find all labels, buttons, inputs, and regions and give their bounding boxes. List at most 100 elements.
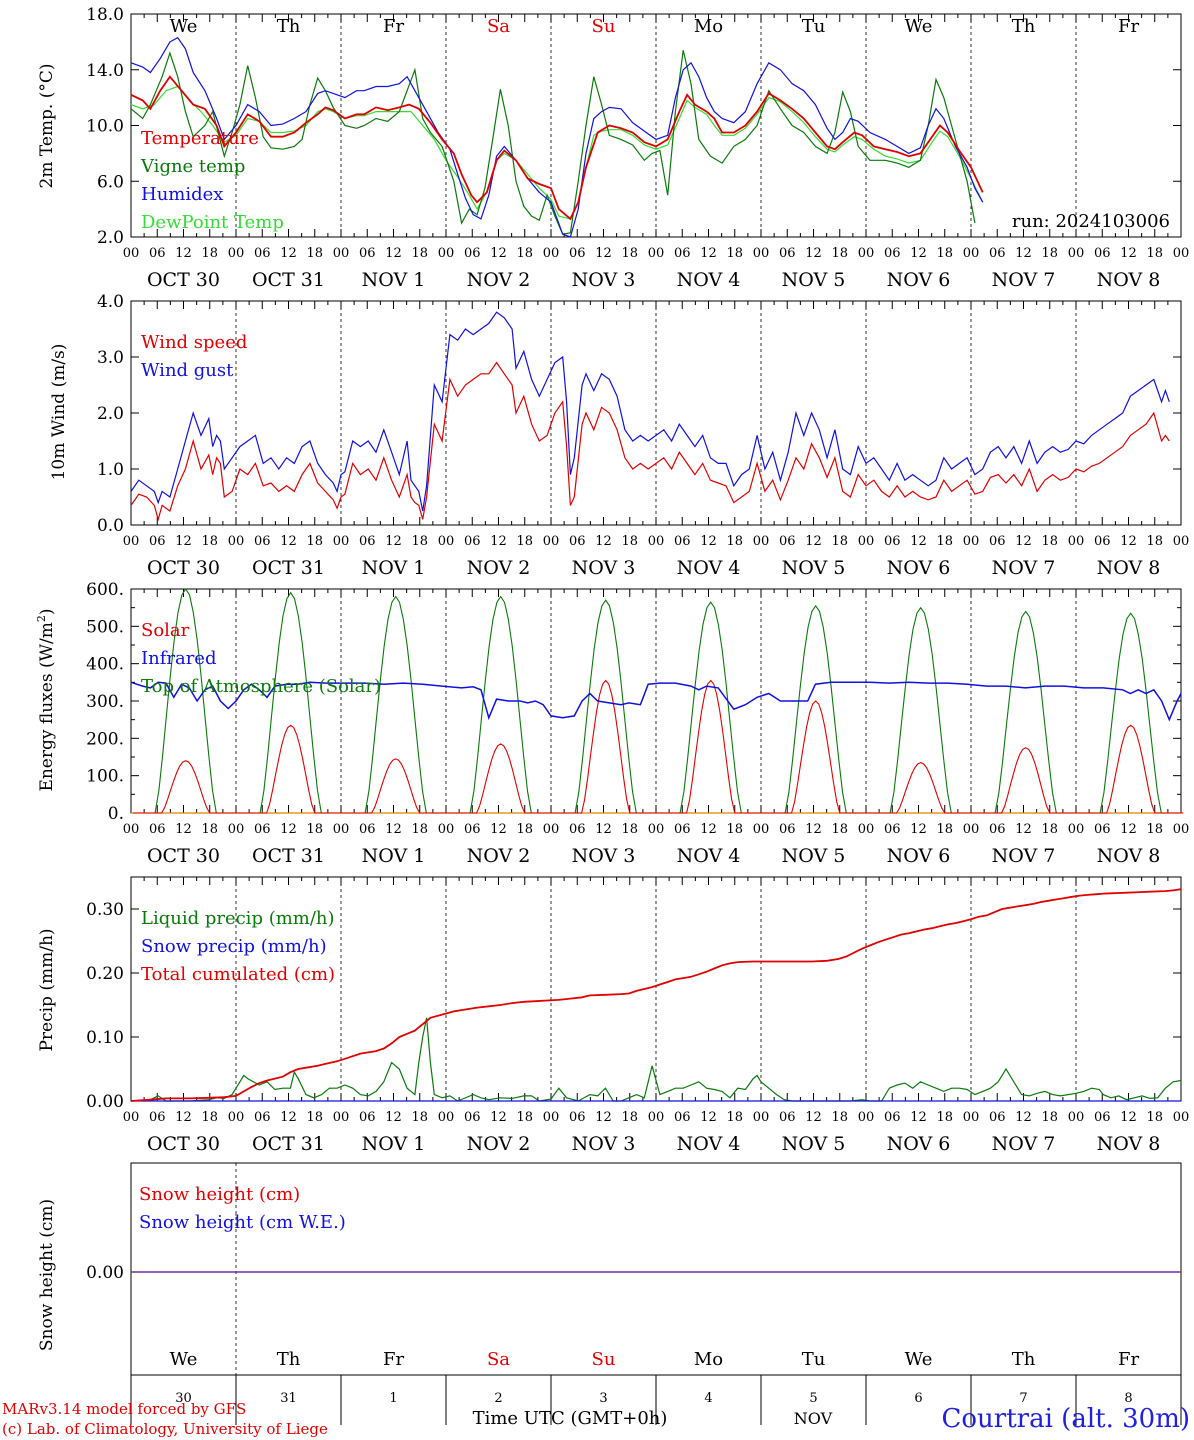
panel-1-ytick-label: 0.0 [97, 516, 124, 536]
panel-3-hour-label: 18 [411, 1110, 428, 1125]
panel-2-hour-label: 18 [1146, 822, 1163, 837]
panel-1-hour-label: 18 [1041, 534, 1058, 549]
panel-0-hour-label: 06 [989, 246, 1006, 261]
precip-ylabel: Precip (mm/h) [37, 928, 57, 1051]
panel-3-hour-label: 18 [936, 1110, 953, 1125]
series-line-top-of-atmosphere-solar [133, 587, 1184, 814]
top-weekday-label: Fr [383, 16, 404, 37]
panel-0-hour-label: 12 [1015, 246, 1032, 261]
top-weekday-label: We [170, 16, 198, 37]
panel-0-hour-label: 12 [490, 246, 507, 261]
temp-legend-vigne: Vigne temp [140, 156, 245, 177]
panel-2-hour-label: 12 [700, 822, 717, 837]
bottom-weekday-label: Su [592, 1349, 616, 1370]
bottom-day-number: 3 [599, 1391, 607, 1406]
panel-2-hour-label: 00 [228, 822, 245, 837]
panel-2-hour-label: 00 [963, 822, 980, 837]
panel-1-hour-label: 06 [464, 534, 481, 549]
panel-0-hour-label: 12 [910, 246, 927, 261]
series-line-humidex [130, 36, 984, 238]
panel-2-hour-label: 18 [516, 822, 533, 837]
energy-ylabel-close: ) [37, 608, 57, 615]
panel-1-hour-label: 00 [543, 534, 560, 549]
panel-3-hour-label: 06 [464, 1110, 481, 1125]
energy-ylabel: Energy fluxes (W/m2) [35, 608, 57, 791]
panel-1-date-label: NOV 8 [1097, 557, 1161, 579]
panel-3-ytick-label: 0.20 [86, 964, 124, 984]
panel-1-hour-label: 18 [306, 534, 323, 549]
bottom-weekday-label: Mo [694, 1349, 723, 1370]
panel-0-date-label: NOV 4 [677, 269, 741, 291]
panel-2-date-label: NOV 8 [1097, 845, 1161, 867]
top-weekday-label: Sa [487, 16, 510, 37]
panel-0-hour-label: 00 [333, 246, 350, 261]
panel-2-hour-label: 06 [254, 822, 271, 837]
energy-ylabel-exp: 2 [35, 615, 48, 622]
panel-0-date-label: NOV 2 [467, 269, 531, 291]
bottom-weekday-label: Th [1012, 1349, 1036, 1370]
panel-2-hour-label: 12 [280, 822, 297, 837]
panel-2-hour-label: 00 [123, 822, 140, 837]
panel-1-hour-label: 06 [254, 534, 271, 549]
snow-legend-height: Snow height (cm) [139, 1184, 300, 1205]
panel-3-hour-label: 18 [831, 1110, 848, 1125]
panel-2-hour-label: 06 [674, 822, 691, 837]
panel-2-hour-label: 06 [464, 822, 481, 837]
panel-2-hour-label: 00 [543, 822, 560, 837]
panel-3-ytick-label: 0.00 [86, 1092, 124, 1112]
panel-3-hour-label: 18 [1041, 1110, 1058, 1125]
panel-0-ytick-label: 6.0 [97, 172, 124, 192]
panel-0-hour-label: 00 [228, 246, 245, 261]
bottom-weekday-label: Tu [802, 1349, 826, 1370]
panel-3-hour-label: 06 [1094, 1110, 1111, 1125]
panel-3-hour-label: 12 [1015, 1110, 1032, 1125]
top-weekday-label: We [905, 16, 933, 37]
panel-1-hour-label: 00 [1173, 534, 1190, 549]
panel-3-hour-label: 18 [201, 1110, 218, 1125]
panel-2-date-label: NOV 1 [362, 845, 426, 867]
bottom-weekday-label: We [170, 1349, 198, 1370]
panel-2-date-label: OCT 30 [147, 845, 220, 867]
panel-3-hour-label: 00 [753, 1110, 770, 1125]
bottom-day-number: 2 [494, 1391, 502, 1406]
panel-3-hour-label: 18 [516, 1110, 533, 1125]
panel-1-hour-label: 18 [936, 534, 953, 549]
panel-0-hour-label: 12 [385, 246, 402, 261]
panel-0-hour-label: 06 [779, 246, 796, 261]
bottom-weekday-label: Fr [1118, 1349, 1139, 1370]
panel-1-date-label: NOV 3 [572, 557, 636, 579]
temp-ylabel: 2m Temp. (°C) [37, 63, 57, 188]
panel-0-hour-label: 18 [306, 246, 323, 261]
panel-2-hour-label: 00 [1068, 822, 1085, 837]
panel-2-ytick-label: 100. [86, 767, 124, 787]
panel-0-date-label: OCT 30 [147, 269, 220, 291]
panel-1-date-label: NOV 1 [362, 557, 426, 579]
panel-1-hour-label: 06 [359, 534, 376, 549]
panel-1-hour-label: 00 [753, 534, 770, 549]
panel-1-date-label: OCT 30 [147, 557, 220, 579]
panel-1-hour-label: 12 [385, 534, 402, 549]
panel-1-hour-label: 12 [175, 534, 192, 549]
panel-1-hour-label: 00 [1068, 534, 1085, 549]
panel-2-hour-label: 18 [936, 822, 953, 837]
panel-0-ytick-label: 18.0 [86, 5, 124, 25]
panel-1-ytick-label: 3.0 [97, 348, 124, 368]
panel-2-date-label: NOV 2 [467, 845, 531, 867]
footer-time-axis-label: Time UTC (GMT+0h) [473, 1408, 668, 1429]
panel-3-hour-label: 00 [1068, 1110, 1085, 1125]
panel-2-hour-label: 18 [411, 822, 428, 837]
panel-1-hour-label: 06 [989, 534, 1006, 549]
panel-3-hour-label: 06 [254, 1110, 271, 1125]
panel-3-date-label: NOV 3 [572, 1133, 636, 1155]
panel-2-hour-label: 00 [333, 822, 350, 837]
top-weekday-label: Su [592, 16, 616, 37]
panel-1-hour-label: 18 [1146, 534, 1163, 549]
panel-3-hour-label: 06 [989, 1110, 1006, 1125]
panel-1-hour-label: 06 [569, 534, 586, 549]
panel-2-hour-label: 06 [1094, 822, 1111, 837]
bottom-day-number: 1 [389, 1391, 397, 1406]
panel-0-hour-label: 00 [963, 246, 980, 261]
series-line-infrared [130, 681, 1182, 722]
panel-1-hour-label: 06 [149, 534, 166, 549]
energy-legend-infrared: Infrared [141, 648, 216, 669]
